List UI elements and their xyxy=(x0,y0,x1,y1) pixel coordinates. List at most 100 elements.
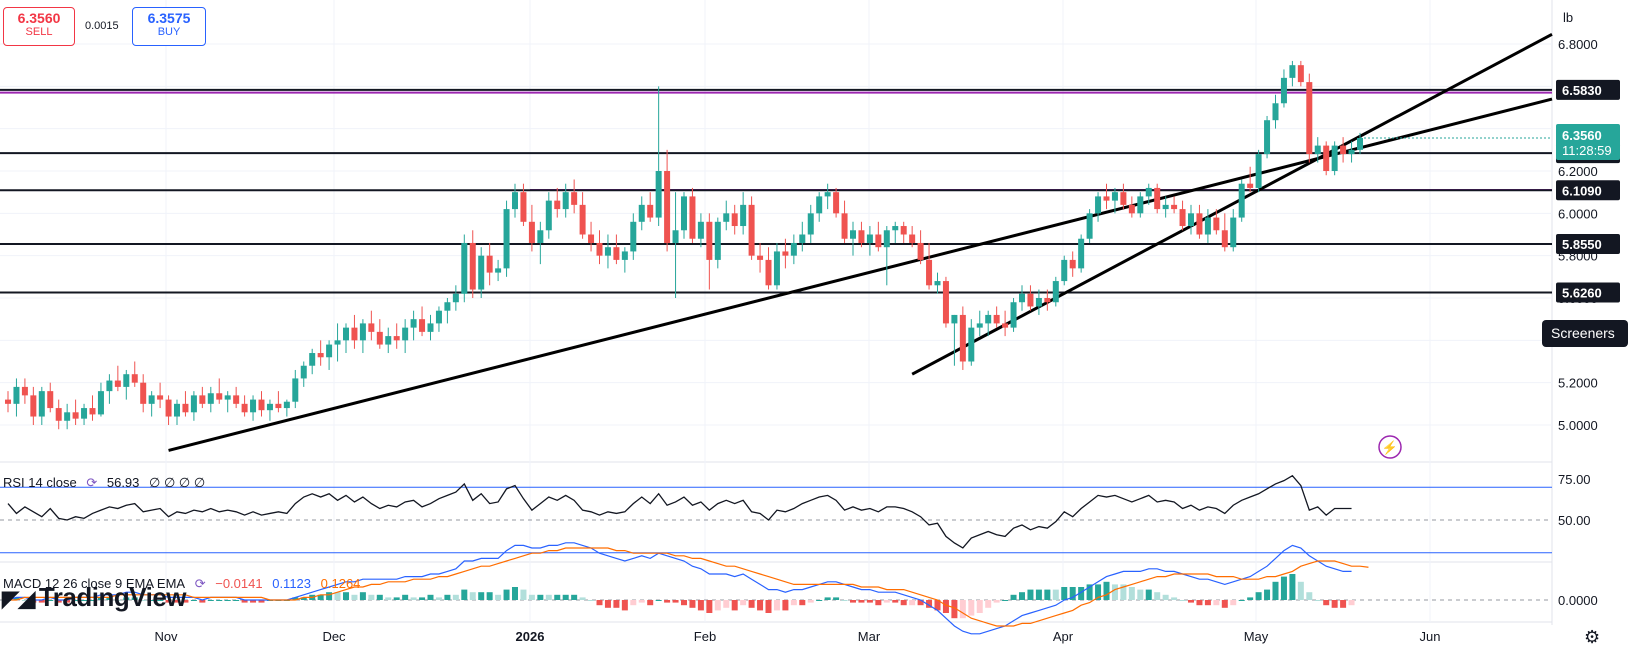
tradingview-logo[interactable]: ◤◢ TradingView xyxy=(2,582,187,613)
candle-body xyxy=(630,221,637,252)
macd-histogram-bar xyxy=(681,600,687,606)
macd-legend[interactable]: MACD 12 26 close 9 EMA EMA ⟳ −0.0141 0.1… xyxy=(3,576,366,592)
macd-histogram-bar xyxy=(419,597,426,600)
macd-histogram-bar xyxy=(89,600,96,601)
candle-body xyxy=(841,213,848,239)
candle-body xyxy=(1128,204,1135,214)
macd-histogram-bar xyxy=(1196,600,1203,606)
candle-body xyxy=(723,213,730,222)
macd-histogram-bar xyxy=(106,597,113,600)
candle-body xyxy=(959,314,966,362)
candle-body xyxy=(824,192,831,197)
candle-body xyxy=(512,192,518,210)
candle-body xyxy=(250,399,257,413)
unit-label[interactable]: lb xyxy=(1563,10,1574,25)
macd-histogram-bar xyxy=(258,600,265,603)
macd-histogram-bar xyxy=(300,597,307,600)
macd-histogram-bar xyxy=(757,600,764,611)
macd-histogram-bar xyxy=(64,600,71,603)
macd-settings-icon[interactable]: ⟳ xyxy=(194,576,206,591)
macd-histogram-bar xyxy=(1137,589,1144,600)
macd-histogram-bar xyxy=(1221,600,1228,608)
candle-body xyxy=(993,314,1000,324)
candle-body xyxy=(773,251,780,286)
macd-histogram-bar xyxy=(1297,581,1304,600)
candle-body xyxy=(562,192,569,210)
rsi-legend[interactable]: RSI 14 close ⟳ 56.93 ∅ ∅ ∅ ∅ xyxy=(3,475,211,491)
macd-histogram-bar xyxy=(1238,600,1245,601)
buy-button[interactable]: 6.3575 BUY xyxy=(132,7,206,46)
candle-body xyxy=(1314,145,1321,155)
last-price-countdown: 11:28:59 xyxy=(1562,143,1612,158)
time-axis-label: Nov xyxy=(154,629,178,644)
macd-histogram-bar xyxy=(748,600,755,608)
screeners-button[interactable]: Screeners xyxy=(1551,325,1615,341)
candle-body xyxy=(672,230,679,243)
level-label: 6.5830 xyxy=(1562,83,1602,98)
macd-histogram-bar xyxy=(613,600,620,608)
macd-histogram-bar xyxy=(1027,589,1034,600)
macd-histogram-bar xyxy=(993,600,1000,603)
macd-histogram-bar xyxy=(174,600,180,603)
candle-body xyxy=(765,259,772,286)
macd-histogram-bar xyxy=(604,600,611,608)
candle-body xyxy=(621,251,628,260)
candle-body xyxy=(461,242,468,294)
sell-button[interactable]: 6.3560 SELL xyxy=(3,7,75,46)
candle-body xyxy=(258,399,265,411)
macd-histogram-bar xyxy=(1247,597,1254,600)
macd-histogram-bar xyxy=(1255,592,1262,600)
candle-body xyxy=(503,209,510,269)
candle-body xyxy=(38,391,45,417)
macd-histogram-bar xyxy=(1230,600,1237,606)
candle-body xyxy=(478,255,485,290)
macd-histogram-bar xyxy=(1340,600,1347,608)
candle-body xyxy=(106,380,113,392)
time-axis-label: Apr xyxy=(1053,629,1074,644)
candle-body xyxy=(1162,204,1169,210)
candle-body xyxy=(64,412,71,421)
candle-body xyxy=(689,196,696,239)
macd-histogram-bar xyxy=(1179,600,1186,601)
macd-line-value: 0.1123 xyxy=(272,576,312,591)
candle-body xyxy=(190,395,197,413)
macd-histogram-bar xyxy=(157,600,164,601)
macd-histogram-bar xyxy=(689,600,696,608)
last-price-label-bg xyxy=(1556,123,1620,160)
candle-body xyxy=(554,200,561,210)
candle-body xyxy=(199,395,206,404)
macd-histogram-bar xyxy=(1154,592,1161,600)
candle-body xyxy=(1221,230,1228,248)
level-label-bg xyxy=(1556,234,1620,255)
macd-histogram-bar xyxy=(520,589,527,600)
candle-body xyxy=(55,408,62,421)
macd-histogram-bar xyxy=(1002,600,1009,601)
macd-histogram-bar xyxy=(773,600,780,611)
macd-histogram-bar xyxy=(469,592,476,600)
screeners-button-bg[interactable] xyxy=(1542,320,1628,347)
candle-body xyxy=(706,221,713,260)
logo-mark-icon: ◤◢ xyxy=(2,586,35,611)
macd-histogram-bar xyxy=(461,589,468,600)
rsi-settings-icon[interactable]: ⟳ xyxy=(86,475,98,490)
candle-body xyxy=(81,408,88,419)
gear-icon[interactable]: ⚙ xyxy=(1584,627,1601,647)
macd-histogram-bar xyxy=(942,600,949,613)
macd-histogram-bar xyxy=(1052,589,1059,600)
candle-body xyxy=(283,401,290,409)
macd-histogram-bar xyxy=(72,600,79,601)
candle-body xyxy=(1297,65,1304,83)
macd-histogram-bar xyxy=(190,600,197,601)
candle-body xyxy=(309,353,316,366)
candle-body xyxy=(588,234,595,243)
candle-body xyxy=(1052,281,1059,303)
candle-body xyxy=(452,293,459,303)
candle-body xyxy=(748,204,755,256)
macd-histogram-bar xyxy=(1348,600,1355,606)
macd-histogram-bar xyxy=(638,600,645,603)
macd-histogram-bar xyxy=(799,600,806,606)
candle-body xyxy=(216,393,223,400)
macd-histogram-bar xyxy=(131,597,138,600)
macd-histogram-bar xyxy=(900,600,907,606)
